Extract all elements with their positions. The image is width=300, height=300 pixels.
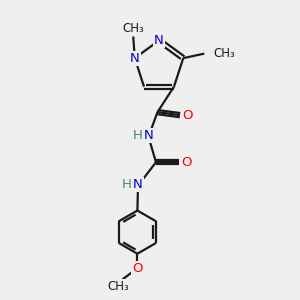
- Text: N: N: [133, 178, 143, 190]
- Text: O: O: [182, 156, 192, 169]
- Text: O: O: [132, 262, 142, 275]
- Text: CH₃: CH₃: [213, 47, 235, 60]
- Text: CH₃: CH₃: [107, 280, 129, 292]
- Text: O: O: [182, 109, 193, 122]
- Text: N: N: [130, 52, 140, 64]
- Text: H: H: [122, 178, 131, 190]
- Text: CH₃: CH₃: [122, 22, 144, 34]
- Text: H: H: [133, 129, 143, 142]
- Text: N: N: [154, 34, 164, 47]
- Text: N: N: [144, 129, 154, 142]
